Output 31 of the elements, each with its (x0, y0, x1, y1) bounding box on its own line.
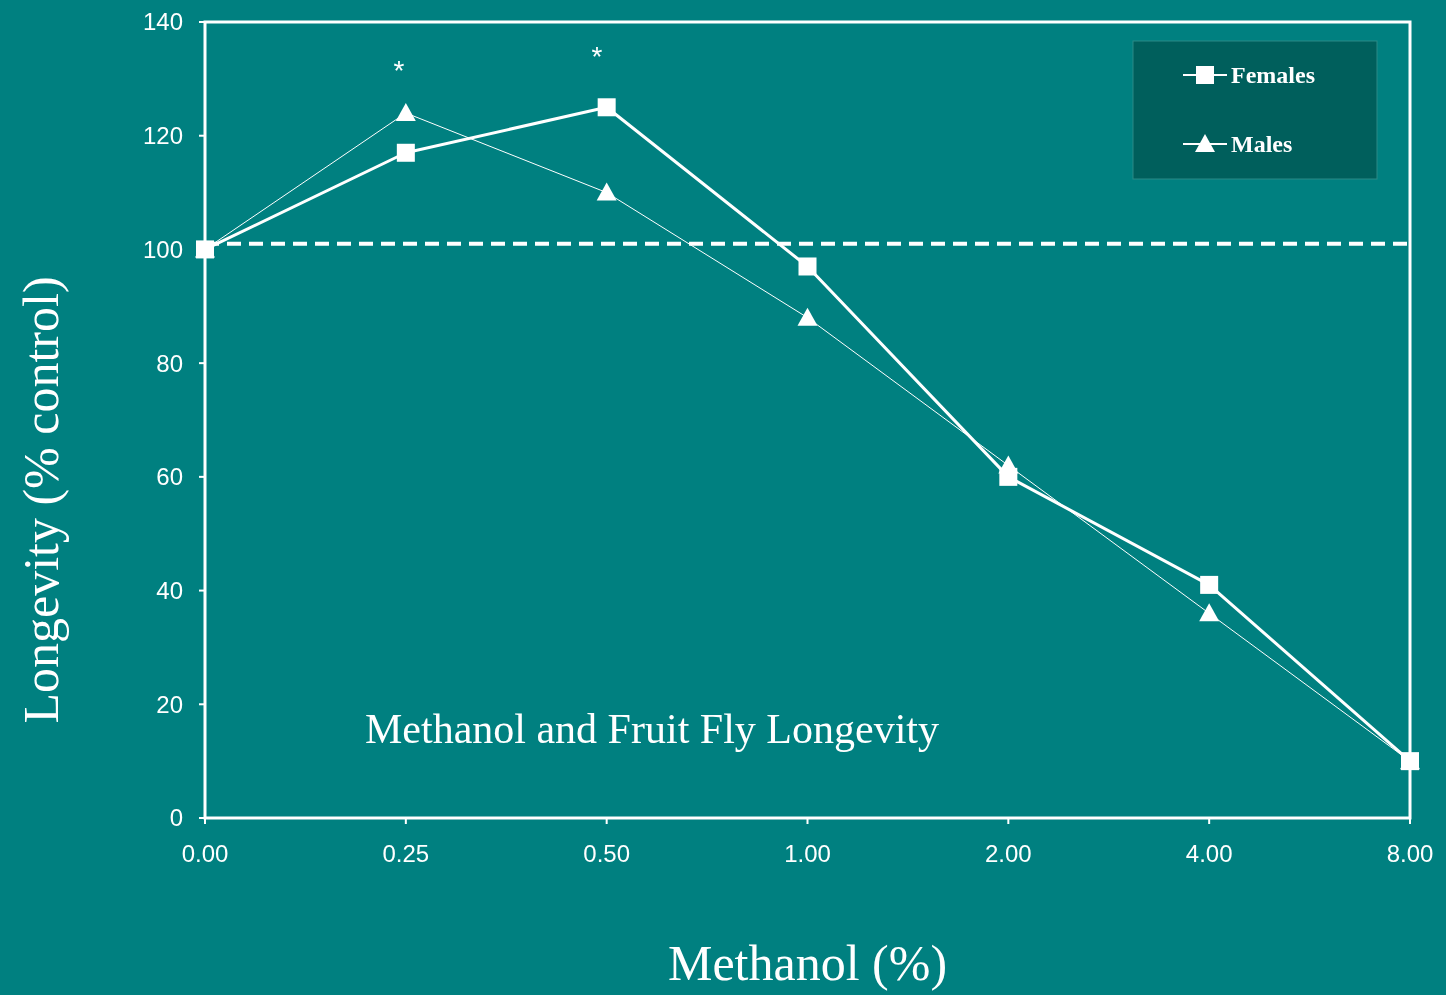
legend-label: Females (1231, 62, 1315, 89)
x-axis-title: Methanol (%) (667, 935, 948, 991)
point (1200, 575, 1219, 594)
point (1199, 603, 1220, 622)
y-tick-label: 20 (156, 690, 183, 718)
y-axis-title: Longevity (% control) (13, 276, 69, 724)
point (797, 307, 818, 326)
point (396, 143, 415, 162)
y-tick-label: 0 (169, 804, 183, 832)
annotation: * (591, 40, 603, 72)
x-tick-label: 0.00 (181, 840, 229, 867)
x-tick-label: 1.00 (784, 840, 831, 867)
y-tick-label: 140 (142, 8, 183, 36)
text: Methanol and Fruit Fly Longevity (365, 706, 939, 752)
point (998, 455, 1019, 474)
x-tick-label: 0.25 (382, 840, 430, 867)
x-tick-label: 2.00 (984, 840, 1032, 867)
point (798, 257, 817, 276)
point (597, 98, 616, 117)
x-tick-label: 4.00 (1185, 840, 1233, 867)
point (395, 102, 416, 121)
x-tick-label: 0.50 (583, 840, 631, 867)
y-tick-label: 60 (156, 463, 183, 491)
y-tick-label: 40 (156, 576, 183, 604)
point (596, 182, 617, 201)
y-tick-label: 120 (142, 122, 183, 150)
y-tick-label: 100 (142, 235, 183, 263)
y-tick-label: 80 (156, 349, 183, 377)
legend-label: Males (1231, 131, 1293, 158)
x-tick-label: 8.00 (1386, 840, 1434, 867)
annotation: * (393, 54, 405, 86)
